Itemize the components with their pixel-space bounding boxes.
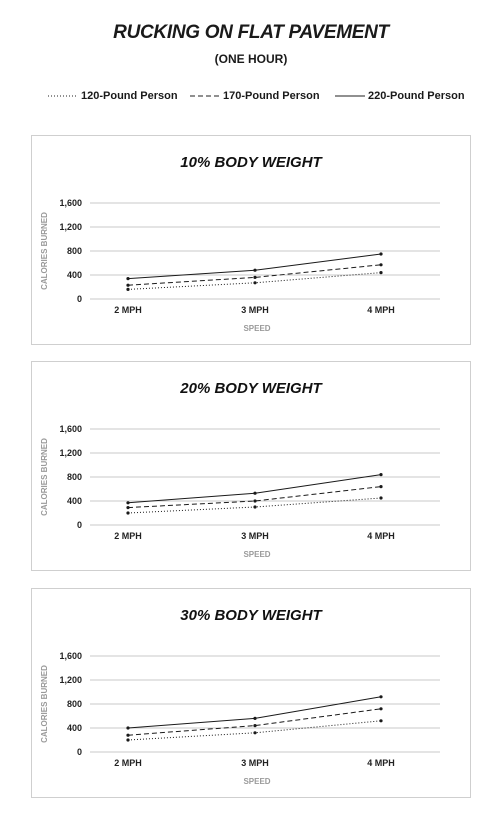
page-subtitle: (ONE HOUR)	[214, 52, 288, 66]
legend-item-170: 170-Pound Person	[190, 90, 320, 102]
chart-title: 20% BODY WEIGHT	[179, 380, 323, 397]
data-point	[253, 724, 257, 728]
data-point	[126, 283, 130, 287]
data-point	[126, 277, 130, 281]
series-line-solid	[127, 696, 382, 729]
y-tick-label: 0	[77, 294, 82, 304]
legend-label-120: 120-Pound Person	[81, 90, 178, 102]
page-title: RUCKING ON FLAT PAVEMENT	[113, 22, 389, 43]
data-point	[126, 506, 130, 510]
x-tick-label: 3 MPH	[241, 531, 269, 541]
y-tick-label: 1,200	[59, 448, 82, 458]
y-axis-title: CALORIES BURNED	[40, 665, 49, 743]
chart-30-percent: 30% BODY WEIGHT 0 400 800 1,200 1,600 2 MPH 3 M…	[40, 607, 440, 786]
y-tick-label: 1,600	[59, 198, 82, 208]
data-point	[126, 726, 130, 730]
data-point	[379, 473, 383, 477]
dotted-line-swatch	[48, 95, 78, 97]
chart-panel-20: 20% BODY WEIGHT 0 400 800 1,200 1,600 2 MPH 3 M…	[31, 361, 471, 571]
legend: 120-Pound Person 170-Pound Person 220-Po…	[0, 90, 502, 106]
x-tick-label: 2 MPH	[114, 531, 142, 541]
data-point	[379, 707, 383, 711]
x-tick-label: 4 MPH	[367, 531, 395, 541]
y-tick-label: 800	[67, 699, 82, 709]
x-axis-title: SPEED	[243, 777, 270, 786]
x-tick-label: 4 MPH	[367, 758, 395, 768]
data-point	[126, 287, 130, 291]
chart-panel-10: 10% BODY WEIGHT 0 400 800 1,200 1,600 2 MPH 3 M…	[31, 135, 471, 345]
data-point	[379, 271, 383, 275]
data-point	[126, 501, 130, 505]
data-point	[253, 499, 257, 503]
data-point	[253, 268, 257, 272]
y-tick-label: 1,200	[59, 675, 82, 685]
data-point	[253, 716, 257, 720]
y-tick-label: 0	[77, 520, 82, 530]
chart-10-percent: 10% BODY WEIGHT 0 400 800 1,200 1,600 2 MPH 3 M…	[40, 154, 440, 333]
y-tick-label: 800	[67, 472, 82, 482]
chart-title: 30% BODY WEIGHT	[180, 607, 323, 624]
x-tick-label: 3 MPH	[241, 758, 269, 768]
y-tick-label: 400	[67, 723, 82, 733]
x-tick-label: 3 MPH	[241, 305, 269, 315]
data-point	[253, 731, 257, 735]
series-line-dashed	[127, 486, 382, 509]
data-point	[253, 281, 257, 285]
x-tick-label: 2 MPH	[114, 305, 142, 315]
x-tick-label: 4 MPH	[367, 305, 395, 315]
data-point	[379, 695, 383, 699]
y-axis-title: CALORIES BURNED	[40, 212, 49, 290]
x-tick-label: 2 MPH	[114, 758, 142, 768]
data-point	[379, 496, 383, 500]
data-point	[379, 263, 383, 267]
data-point	[253, 275, 257, 279]
y-tick-label: 0	[77, 747, 82, 757]
y-tick-label: 800	[67, 246, 82, 256]
series-line-dashed	[127, 264, 382, 286]
data-point	[126, 738, 130, 742]
data-point	[379, 485, 383, 489]
y-tick-label: 1,200	[59, 222, 82, 232]
x-axis-title: SPEED	[243, 324, 270, 333]
legend-label-170: 170-Pound Person	[223, 90, 320, 102]
chart-panel-30: 30% BODY WEIGHT 0 400 800 1,200 1,600 2 MPH 3 M…	[31, 588, 471, 798]
data-point	[126, 511, 130, 515]
dashed-line-swatch	[190, 95, 220, 97]
y-tick-label: 400	[67, 496, 82, 506]
data-point	[253, 505, 257, 509]
series-line-dotted	[127, 497, 382, 514]
legend-label-220: 220-Pound Person	[368, 90, 465, 102]
series-line-dotted	[127, 272, 382, 290]
y-tick-label: 1,600	[59, 424, 82, 434]
chart-20-percent: 20% BODY WEIGHT 0 400 800 1,200 1,600 2 MPH 3 M…	[40, 380, 440, 559]
data-point	[253, 491, 257, 495]
legend-item-120: 120-Pound Person	[48, 90, 178, 102]
y-tick-label: 1,600	[59, 651, 82, 661]
solid-line-swatch	[335, 95, 365, 97]
legend-item-220: 220-Pound Person	[335, 90, 465, 102]
data-point	[379, 719, 383, 723]
series-line-dotted	[127, 720, 382, 741]
data-point	[379, 252, 383, 256]
x-axis-title: SPEED	[243, 550, 270, 559]
series-line-solid	[127, 474, 382, 504]
series-line-dashed	[127, 708, 382, 736]
chart-title: 10% BODY WEIGHT	[180, 154, 323, 171]
y-tick-label: 400	[67, 270, 82, 280]
data-point	[126, 733, 130, 737]
y-axis-title: CALORIES BURNED	[40, 438, 49, 516]
